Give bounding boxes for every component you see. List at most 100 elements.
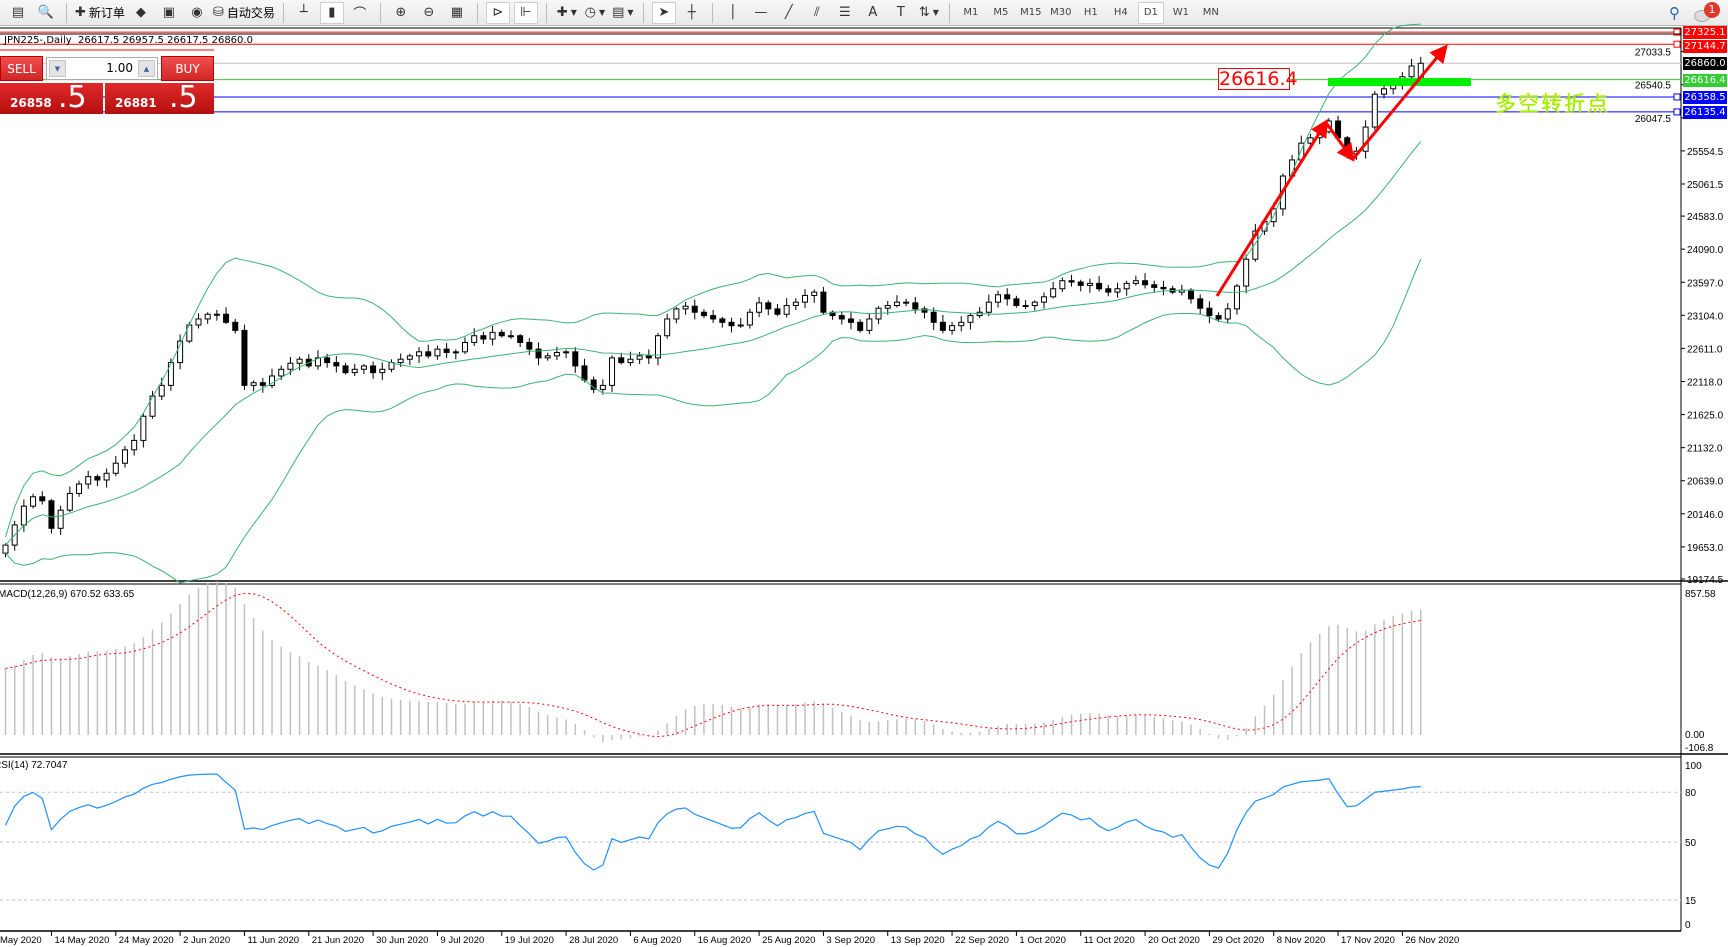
line-handle[interactable] — [1673, 28, 1681, 36]
indicators-button[interactable]: ✚ ▼ — [555, 2, 579, 24]
pivot-level-bar[interactable] — [1328, 78, 1471, 86]
price-tick-label: 23597.0 — [1687, 278, 1724, 289]
bar-chart-icon: ┴ — [299, 5, 308, 20]
sell-button[interactable]: SELL — [0, 56, 43, 81]
dropdown-arrow-icon[interactable]: ▼ — [627, 8, 634, 17]
tile-windows-button[interactable]: ▦ — [445, 2, 469, 24]
candle-bull — [1022, 305, 1029, 308]
reversal-point-text[interactable]: 多空转折点 — [1495, 92, 1610, 116]
candle-bear — [480, 335, 487, 340]
candle-bull — [471, 335, 478, 343]
candle-bear — [1077, 281, 1084, 286]
macd-title: MACD(12,26,9) 670.52 633.65 — [0, 589, 135, 600]
price-tick-label: 22611.0 — [1687, 344, 1723, 355]
candle-bull — [177, 340, 184, 364]
equidistant-channel-button[interactable]: ⫽ — [805, 2, 829, 24]
arrows-button[interactable]: ⇅ ▼ — [917, 2, 941, 24]
sell-price-fraction: .5 — [58, 80, 87, 115]
zoom-out-button[interactable]: ⊖ — [417, 2, 441, 24]
horizontal-line-button[interactable]: — — [749, 2, 773, 24]
candle-bear — [820, 291, 827, 313]
bollinger-upper — [5, 23, 1421, 538]
timeframe-m30[interactable]: M30 — [1050, 7, 1072, 18]
buy-price-button[interactable]: 26881 .5 — [105, 80, 214, 115]
trend-arrow[interactable] — [1351, 44, 1448, 160]
metaeditor-icon: ◆ — [135, 5, 146, 20]
timeframe-m5[interactable]: M5 — [993, 7, 1009, 18]
trend-arrow[interactable] — [1215, 118, 1329, 297]
cursor-button[interactable]: ➤ — [651, 1, 676, 24]
timeframe-d1[interactable]: D1 — [1137, 1, 1164, 24]
search-icon[interactable]: ⚲ — [1669, 4, 1680, 22]
toolbar-separator — [379, 2, 381, 23]
candle-bear — [498, 331, 505, 337]
price-tick-label: 26540.5 — [1635, 81, 1672, 92]
bar-chart-button[interactable]: ┴ — [292, 2, 316, 24]
time-tick-label: 19 Jul 2020 — [505, 935, 554, 946]
fibonacci-button[interactable]: ☰ — [833, 2, 857, 24]
new-order-button[interactable]: ✚ 新订单 — [75, 2, 125, 24]
timeframe-mn[interactable]: MN — [1202, 7, 1219, 18]
trendline-button[interactable]: ╱ — [777, 2, 801, 24]
candle-bull — [958, 321, 965, 327]
candle-bear — [572, 351, 579, 367]
sell-price-button[interactable]: 26858 .5 — [0, 80, 103, 115]
zoom-window-button[interactable]: 🔍 — [34, 2, 58, 24]
time-tick-label: 14 May 2020 — [54, 935, 109, 946]
templates-button[interactable]: ▤ ▼ — [611, 2, 635, 24]
candle-bear — [930, 311, 937, 323]
candle-bull — [452, 351, 459, 354]
candle-bull — [379, 368, 386, 374]
line-handle[interactable] — [1673, 40, 1681, 48]
text-button[interactable]: A — [861, 2, 885, 24]
candle-bull — [1114, 288, 1121, 293]
price-tick-label: 21625.0 — [1687, 411, 1724, 422]
timeframe-h4[interactable]: H4 — [1113, 7, 1128, 18]
periods-clock-button[interactable]: ◷ ▼ — [583, 2, 607, 24]
time-tick-label: 21 Jun 2020 — [312, 935, 364, 946]
vertical-line-button[interactable]: │ — [721, 2, 745, 24]
notifications-button[interactable]: 1 — [1694, 2, 1720, 24]
candle-bear — [921, 308, 928, 313]
navigator-button[interactable]: ▣ — [157, 2, 181, 24]
price-annotation-box[interactable]: 26616.4 — [1218, 68, 1298, 90]
auto-scroll-icon: ⊳ — [492, 5, 504, 20]
buy-button[interactable]: BUY — [161, 56, 214, 81]
text-label-button[interactable]: T — [889, 2, 913, 24]
line-handle[interactable] — [1673, 108, 1681, 116]
candle-bull — [296, 358, 303, 364]
crosshair-button[interactable]: ┼ — [680, 2, 704, 24]
toolbar-separator — [282, 2, 284, 23]
lot-increase-button[interactable]: ▲ — [138, 60, 155, 77]
zoom-in-icon: ⊕ — [395, 5, 407, 20]
rsi-tick-label: 50 — [1685, 838, 1697, 849]
timeframe-m1[interactable]: M1 — [963, 7, 979, 18]
metaeditor-button[interactable]: ◆ — [129, 2, 153, 24]
auto-trading-button[interactable]: ⛁ 自动交易 — [213, 2, 275, 24]
equidistant-channel-icon: ⫽ — [813, 5, 820, 20]
auto-scroll-button[interactable]: ⊳ — [485, 1, 510, 24]
candle-bear — [1215, 315, 1222, 320]
lot-decrease-button[interactable]: ▼ — [49, 60, 66, 77]
candle-bull — [654, 335, 661, 359]
profiles-button[interactable]: ▤ — [6, 2, 30, 24]
dropdown-arrow-icon[interactable]: ▼ — [598, 8, 606, 17]
timeframe-m15[interactable]: M15 — [1020, 7, 1042, 18]
signals-button[interactable]: ◉ — [185, 2, 209, 24]
lot-size-stepper[interactable]: ▼ 1.00 ▲ — [46, 57, 158, 80]
time-tick-label: 3 Sep 2020 — [826, 935, 875, 946]
line-handle[interactable] — [1673, 93, 1681, 101]
zoom-in-button[interactable]: ⊕ — [389, 2, 413, 24]
timeframe-w1[interactable]: W1 — [1172, 7, 1189, 18]
trend-arrow[interactable] — [1325, 123, 1355, 162]
line-chart-button[interactable]: ⌒ — [348, 2, 372, 24]
dropdown-arrow-icon[interactable]: ▼ — [570, 8, 577, 17]
timeframe-h1[interactable]: H1 — [1083, 7, 1098, 18]
candle-bear — [857, 321, 864, 331]
chart-shift-button[interactable]: ⊩ — [513, 1, 538, 24]
candlestick-chart-button[interactable]: ▮ — [319, 1, 344, 24]
candle-bull — [673, 308, 680, 320]
dropdown-arrow-icon[interactable]: ▼ — [932, 8, 939, 17]
lot-size-input[interactable]: 1.00 — [106, 61, 133, 75]
